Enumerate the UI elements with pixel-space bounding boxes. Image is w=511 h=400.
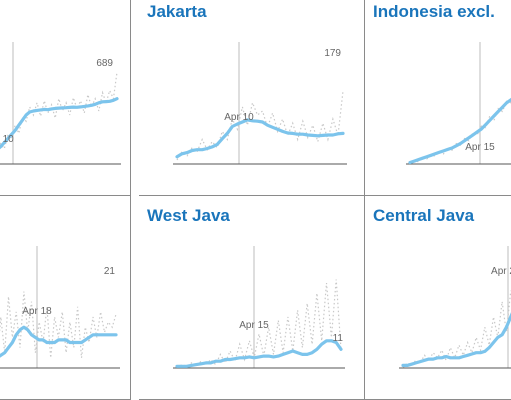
daily-values-line (176, 279, 342, 369)
end-value-label: 179 (324, 48, 341, 59)
chart-panel: Apr 18 21 (0, 196, 131, 400)
chart-panel: Central Java Apr 2 (365, 196, 511, 400)
daily-values-line (0, 291, 117, 358)
date-marker-label: Apr 2 (491, 266, 511, 277)
chart-svg: Apr 2 (399, 246, 511, 369)
chart-title: Indonesia excl. (373, 2, 495, 21)
series-line (175, 339, 343, 368)
date-marker-label: Apr 10 (224, 112, 254, 123)
chart-panel: Indonesia excl. Apr 15 (365, 0, 511, 196)
chart-title: West Java (147, 206, 230, 225)
daily-values-line (402, 290, 511, 369)
daily-values-line (0, 72, 118, 151)
series-line (0, 97, 119, 150)
end-value-label: 11 (333, 333, 344, 344)
end-value-label: 21 (104, 266, 116, 277)
date-marker-label: Apr 10 (0, 134, 14, 145)
chart-svg: Apr 15 (406, 42, 511, 165)
series-line (175, 118, 345, 159)
chart-svg: Apr 18 21 (0, 246, 120, 369)
chart-panel: Apr 10 689 (0, 0, 131, 196)
date-marker-label: Apr 15 (239, 320, 269, 331)
series-line (408, 97, 511, 165)
chart-panel: Jakarta Apr 10 179 (139, 0, 365, 196)
chart-svg: Apr 10 689 (0, 42, 121, 165)
daily-values-line (409, 100, 511, 164)
chart-title: Jakarta (147, 2, 207, 21)
chart-svg: Apr 15 11 (173, 246, 345, 369)
chart-title: Central Java (373, 206, 475, 225)
date-marker-label: Apr 18 (22, 306, 52, 317)
chart-svg: Apr 10 179 (173, 42, 347, 165)
date-marker-label: Apr 15 (465, 142, 495, 153)
series-line (401, 312, 511, 367)
series-line (0, 325, 118, 358)
chart-panel: West Java Apr 15 11 (139, 196, 365, 400)
end-value-label: 689 (96, 58, 113, 69)
